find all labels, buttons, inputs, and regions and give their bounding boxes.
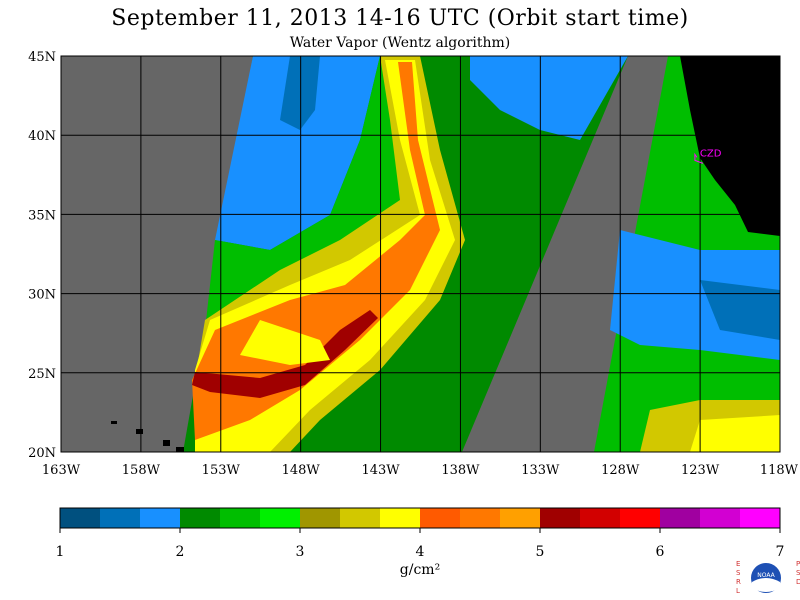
colorbar-tick-label: 6 [655, 544, 665, 560]
colorbar-swatch [540, 508, 581, 528]
latitude-label: 45N [28, 50, 56, 65]
longitude-label: 118W [760, 463, 799, 478]
vapor-region-deep-blue-east [700, 280, 780, 340]
vapor-region-yellow-east [690, 415, 780, 452]
colorbar-tick-label: 2 [175, 544, 185, 560]
colorbar-tick-label: 7 [775, 544, 785, 560]
colorbar-tick-label: 5 [535, 544, 545, 560]
latitude-label: 25N [28, 367, 56, 382]
latitude-labels: 20N 25N 30N 35N 40N 45N [28, 50, 56, 461]
map-title: September 11, 2013 14-16 UTC (Orbit star… [111, 6, 689, 31]
colorbar-swatch [220, 508, 261, 528]
colorbar-tick-label: 3 [295, 544, 305, 560]
map-subtitle: Water Vapor (Wentz algorithm) [289, 35, 511, 51]
station-label: CZD [700, 148, 722, 159]
longitude-label: 143W [361, 463, 400, 478]
latitude-label: 20N [28, 446, 56, 461]
logo-center-text: NOAA [757, 572, 775, 579]
colorbar-swatch [580, 508, 621, 528]
longitude-label: 153W [202, 463, 241, 478]
colorbar-swatch [180, 508, 221, 528]
colorbar-swatch [260, 508, 301, 528]
island [176, 447, 184, 452]
station-icon [694, 152, 704, 164]
colorbar-swatch [700, 508, 741, 528]
map-plot-area [61, 56, 780, 452]
longitude-label: 163W [42, 463, 81, 478]
colorbar-swatch [500, 508, 541, 528]
longitude-labels: 163W 158W 153W 148W 143W 138W 133W 128W 123W 118W [42, 463, 799, 478]
colorbar [59, 507, 781, 533]
colorbar-swatch [660, 508, 701, 528]
map-frame [60, 55, 781, 453]
vapor-region-blue-northwest [215, 56, 380, 250]
colorbar-swatch [380, 508, 421, 528]
colorbar-swatch [60, 508, 101, 528]
longitude-label: 128W [601, 463, 640, 478]
island [163, 440, 170, 446]
latitude-label: 30N [28, 288, 56, 303]
colorbar-swatch [140, 508, 181, 528]
latitude-label: 35N [28, 208, 56, 223]
colorbar-swatch [740, 508, 781, 528]
latitude-label: 40N [28, 129, 56, 144]
island [136, 429, 143, 434]
station-marker: CZD [694, 148, 722, 164]
vapor-region-deep-blue [280, 56, 320, 130]
colorbar-units: g/cm² [399, 562, 441, 578]
colorbar-swatch [420, 508, 461, 528]
colorbar-swatch [620, 508, 661, 528]
vapor-region-dark-red [192, 310, 378, 398]
colorbar-tick-label: 1 [55, 544, 65, 560]
longitude-label: 138W [441, 463, 480, 478]
longitude-label: 123W [681, 463, 720, 478]
colorbar-tick-label: 4 [415, 544, 425, 560]
colorbar-swatch [300, 508, 341, 528]
colorbar-swatch [340, 508, 381, 528]
island [111, 421, 117, 424]
longitude-label: 158W [122, 463, 161, 478]
land-california [680, 56, 780, 236]
longitude-label: 148W [282, 463, 321, 478]
longitude-label: 133W [521, 463, 560, 478]
noaa-bird-icon [752, 578, 780, 592]
colorbar-swatch [100, 508, 141, 528]
vapor-region-yellow-inner [240, 320, 330, 365]
colorbar-swatch [460, 508, 501, 528]
vapor-region-blue-north [470, 56, 628, 140]
